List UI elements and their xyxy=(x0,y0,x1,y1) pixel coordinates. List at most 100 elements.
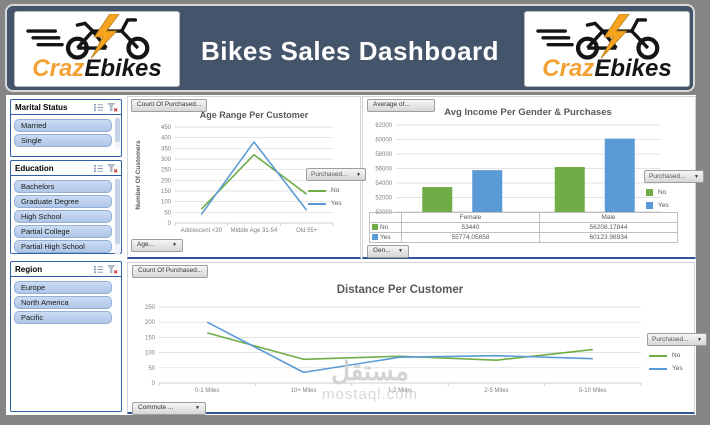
svg-text:50: 50 xyxy=(164,210,171,216)
distance-chart: Distance Per Customer 0 50 100 150 200 250 0-1 … xyxy=(145,284,642,394)
dropdown-arrow-icon: ▼ xyxy=(172,241,177,248)
svg-text:Number Of Customers: Number Of Customers xyxy=(135,140,142,210)
svg-text:54000: 54000 xyxy=(375,181,392,187)
slicer-title: Education xyxy=(15,164,54,173)
slicer-item[interactable]: Partial College xyxy=(14,225,112,238)
slicer-header: Education xyxy=(11,161,121,176)
slicer-item[interactable]: Europe xyxy=(14,281,112,294)
svg-text:100: 100 xyxy=(145,351,156,357)
legend-series-label: Yes xyxy=(331,200,342,207)
slicer-items: Bachelors Graduate Degree High School Parti… xyxy=(11,176,121,257)
slicer-header: Marital Status xyxy=(11,100,121,115)
svg-text:56000: 56000 xyxy=(375,167,392,173)
svg-text:450: 450 xyxy=(161,125,172,131)
slicer-item[interactable]: Single xyxy=(14,134,112,147)
scrollbar-thumb[interactable] xyxy=(115,179,120,245)
slicer-region: Region Europe North America Pacific xyxy=(10,261,122,412)
income-chart: Avg Income Per Gender & Purchases5000052… xyxy=(375,107,661,216)
table-cell: 56208.17844 xyxy=(539,222,678,233)
legend-entry: Yes xyxy=(647,365,707,372)
clear-filter-icon[interactable] xyxy=(107,264,118,275)
svg-text:300: 300 xyxy=(161,157,172,163)
age-range-legend: Purchased... ▼ No Yes xyxy=(306,168,366,207)
slicer-item[interactable]: Bachelors xyxy=(14,180,112,193)
svg-text:Old 55+: Old 55+ xyxy=(296,228,318,234)
svg-text:60000: 60000 xyxy=(375,138,392,144)
slicer-scrollbar[interactable] xyxy=(115,178,120,255)
axis-field-button-gender[interactable]: Gen... ▼ xyxy=(367,245,409,258)
svg-text:5-10 Miles: 5-10 Miles xyxy=(579,388,607,394)
clear-filter-icon[interactable] xyxy=(107,163,118,174)
slicer-item[interactable]: High School xyxy=(14,210,112,223)
svg-text:250: 250 xyxy=(145,305,156,311)
dropdown-arrow-icon: ▼ xyxy=(356,171,361,178)
axis-field-label: Commute ... xyxy=(138,404,174,411)
legend-filter-label: Purchased... xyxy=(311,171,348,178)
table-cell: Yes xyxy=(369,232,402,243)
brand-name: CrazEbikes xyxy=(15,55,179,82)
svg-text:250: 250 xyxy=(161,168,172,174)
svg-text:150: 150 xyxy=(145,335,156,341)
slicer-scrollbar[interactable] xyxy=(115,117,120,149)
brand-name-dark: Ebikes xyxy=(594,55,672,82)
slicer-marital-status: Marital Status Married Single xyxy=(10,99,122,157)
dropdown-arrow-icon: ▼ xyxy=(195,404,200,411)
scrollbar-thumb[interactable] xyxy=(115,118,120,142)
svg-text:100: 100 xyxy=(161,200,172,206)
slicer-item[interactable]: Pacific xyxy=(14,311,112,324)
brand-name: CrazEbikes xyxy=(525,55,689,82)
page-title: Bikes Sales Dashboard xyxy=(200,36,500,66)
clear-filter-icon[interactable] xyxy=(107,102,118,113)
bike-logo-icon xyxy=(536,14,660,60)
legend-filter-button[interactable]: Purchased... ▼ xyxy=(644,170,704,183)
svg-text:Middle Age 31-54: Middle Age 31-54 xyxy=(231,228,278,234)
table-cell: 60123.96934 xyxy=(539,232,678,243)
legend-key-icon xyxy=(372,224,378,230)
slicer-items: Europe North America Pacific xyxy=(11,277,121,328)
slicer-item[interactable]: Married xyxy=(14,119,112,132)
legend-entry: Yes xyxy=(644,202,704,209)
legend-filter-label: Purchased... xyxy=(652,336,689,343)
field-button-count-of-purchased[interactable]: Count Of Purchased... xyxy=(131,99,208,112)
dropdown-arrow-icon: ▼ xyxy=(694,173,699,180)
legend-key-icon xyxy=(372,234,378,240)
slicer-item[interactable]: Graduate Degree xyxy=(14,195,112,208)
legend-series-label: No xyxy=(658,189,667,196)
brand-logo-right: CrazEbikes xyxy=(524,11,690,87)
field-button-count-of-purchased-2[interactable]: Count Of Purchased... xyxy=(132,265,209,278)
dashboard-header: CrazEbikes Bikes Sales Dashboard CrazEbi… xyxy=(5,4,695,92)
legend-entry: Yes xyxy=(306,200,366,207)
legend-series-label: No xyxy=(331,187,340,194)
legend-series-label: Yes xyxy=(658,202,669,209)
slicer-header: Region xyxy=(11,262,121,277)
slicer-item[interactable]: Partial High School xyxy=(14,240,112,253)
legend-swatch-icon xyxy=(308,189,326,192)
brand-name-orange: Craz xyxy=(32,55,85,82)
axis-field-button-age[interactable]: Age... ▼ xyxy=(131,239,183,252)
slicer-item[interactable]: North America xyxy=(14,296,112,309)
multi-select-icon[interactable] xyxy=(93,103,104,112)
legend-swatch-icon xyxy=(308,202,326,205)
income-table: Female Male No 53440 56208.17844 Yes 55774.058… xyxy=(369,212,678,243)
field-button-average-of[interactable]: Average of... xyxy=(367,99,435,112)
slicer-education: Education Bachelors Graduate Degree High S… xyxy=(10,160,122,257)
distance-legend: Purchased... ▼ No Yes xyxy=(647,333,707,372)
axis-field-label: Gen... xyxy=(373,247,391,254)
bike-logo-icon xyxy=(26,14,150,60)
svg-text:2-5 Miles: 2-5 Miles xyxy=(484,388,508,394)
svg-text:350: 350 xyxy=(161,146,172,152)
table-cell: No xyxy=(369,222,402,233)
svg-text:62000: 62000 xyxy=(375,123,392,129)
legend-filter-button[interactable]: Purchased... ▼ xyxy=(647,333,707,346)
svg-text:Avg Income Per Gender & Purcha: Avg Income Per Gender & Purchases xyxy=(444,107,612,118)
income-legend: Purchased... ▼ No Yes xyxy=(644,170,704,209)
multi-select-icon[interactable] xyxy=(93,164,104,173)
legend-swatch-icon xyxy=(649,354,667,357)
legend-entry: No xyxy=(306,187,366,194)
age-range-chart: Age Range Per Customer 0 50 100 150 200 250 300… xyxy=(135,110,334,234)
multi-select-icon[interactable] xyxy=(93,265,104,274)
axis-field-button-commute[interactable]: Commute ... ▼ xyxy=(132,402,206,415)
legend-filter-button[interactable]: Purchased... ▼ xyxy=(306,168,366,181)
legend-swatch-icon xyxy=(646,202,653,209)
